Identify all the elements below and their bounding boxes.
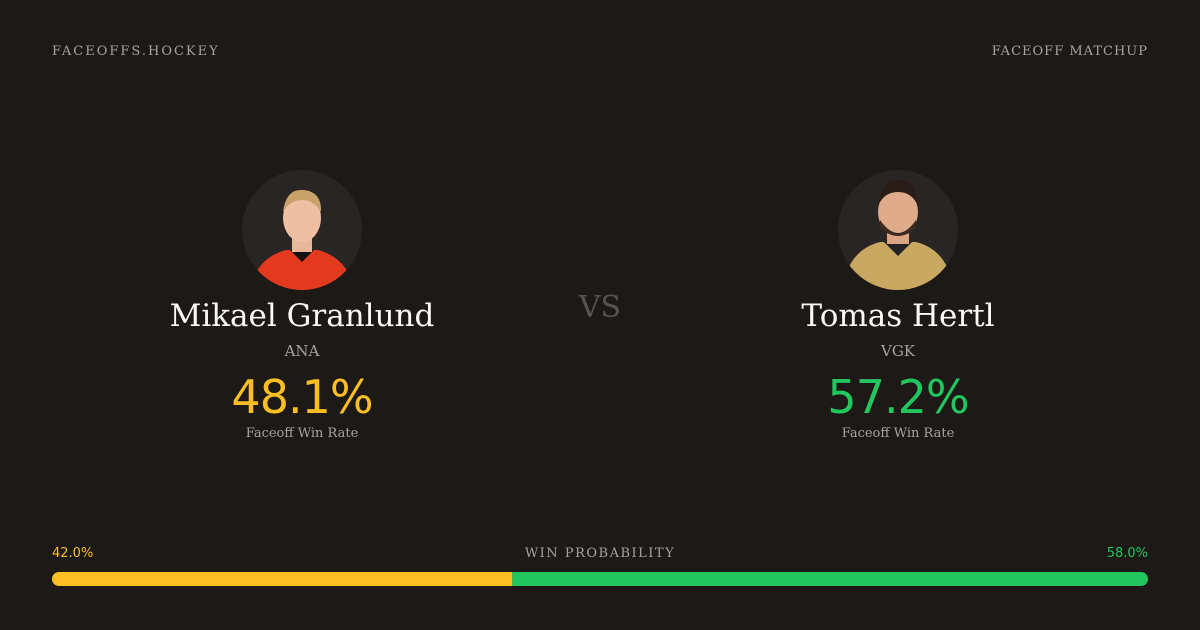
avatar (242, 170, 362, 290)
probability-label: 58.0% (1106, 546, 1148, 561)
rate-label: Faceoff Win Rate (245, 426, 359, 441)
player-name: Mikael Granlund (169, 298, 435, 334)
player-card: Tomas Hertl VGK 57.2% Faceoff Win Rate (698, 170, 1098, 441)
rate-label: Faceoff Win Rate (841, 426, 955, 441)
versus: VS (578, 290, 622, 325)
player-card: Mikael Granlund ANA 48.1% Faceoff Win Ra… (102, 170, 502, 441)
probability-segment (512, 572, 1148, 586)
player-rate: 57.2% (827, 370, 969, 424)
probability-segment (52, 572, 513, 586)
probability-title: WIN PROBABILITY (524, 546, 676, 561)
brand: FACEOFFS.HOCKEY (52, 44, 220, 59)
player-team: VGK (880, 342, 916, 360)
header-label: FACEOFF MATCHUP (991, 44, 1148, 59)
probability-bar (52, 572, 1148, 586)
probability-label: 42.0% (52, 546, 94, 561)
player-team: ANA (284, 342, 320, 360)
avatar (838, 170, 958, 290)
player-name: Tomas Hertl (801, 298, 995, 334)
player-rate: 48.1% (231, 370, 373, 424)
